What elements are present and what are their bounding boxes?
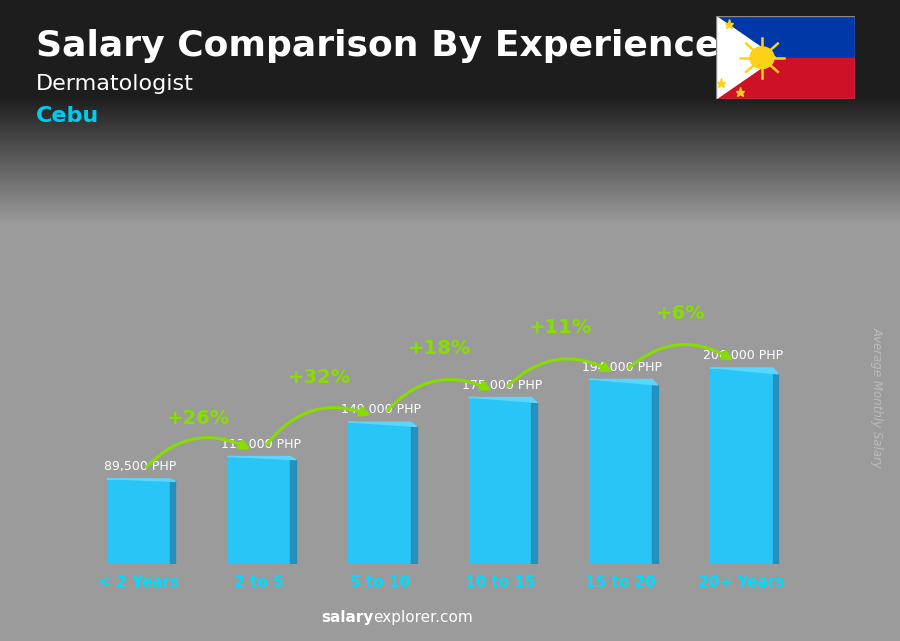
Polygon shape: [107, 479, 176, 481]
Polygon shape: [291, 460, 296, 564]
Text: +11%: +11%: [529, 317, 592, 337]
Bar: [590, 379, 652, 564]
Polygon shape: [716, 16, 776, 99]
Text: Salary Comparison By Experience: Salary Comparison By Experience: [36, 29, 719, 63]
Circle shape: [750, 47, 774, 69]
Bar: [469, 397, 532, 564]
Text: 149,000 PHP: 149,000 PHP: [341, 403, 421, 417]
Text: +26%: +26%: [167, 409, 230, 428]
Text: Dermatologist: Dermatologist: [36, 74, 194, 94]
Polygon shape: [532, 403, 537, 564]
Text: salary: salary: [321, 610, 374, 625]
Text: 194,000 PHP: 194,000 PHP: [582, 360, 662, 374]
Polygon shape: [590, 379, 658, 385]
Polygon shape: [773, 374, 778, 564]
Text: explorer.com: explorer.com: [374, 610, 473, 625]
Text: Cebu: Cebu: [36, 106, 99, 126]
Text: Average Monthly Salary: Average Monthly Salary: [871, 327, 884, 468]
Text: +18%: +18%: [409, 339, 472, 358]
Text: 175,000 PHP: 175,000 PHP: [462, 379, 542, 392]
Bar: [710, 368, 773, 564]
Text: 113,000 PHP: 113,000 PHP: [220, 438, 301, 451]
Bar: [228, 456, 291, 564]
Bar: [716, 16, 855, 58]
Polygon shape: [411, 426, 417, 564]
Polygon shape: [710, 368, 778, 374]
Bar: [107, 479, 170, 564]
Polygon shape: [469, 397, 537, 403]
Polygon shape: [348, 422, 417, 426]
Bar: [716, 58, 855, 99]
Text: +6%: +6%: [656, 304, 706, 323]
Text: 89,500 PHP: 89,500 PHP: [104, 460, 176, 473]
Bar: [348, 422, 411, 564]
Polygon shape: [652, 385, 658, 564]
Text: +32%: +32%: [288, 369, 351, 387]
Text: 206,000 PHP: 206,000 PHP: [703, 349, 783, 362]
Polygon shape: [170, 481, 176, 564]
Polygon shape: [228, 456, 296, 460]
